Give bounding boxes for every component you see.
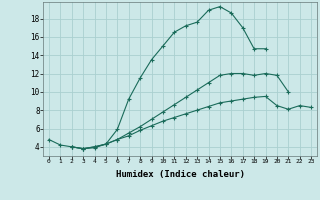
X-axis label: Humidex (Indice chaleur): Humidex (Indice chaleur) — [116, 170, 244, 179]
